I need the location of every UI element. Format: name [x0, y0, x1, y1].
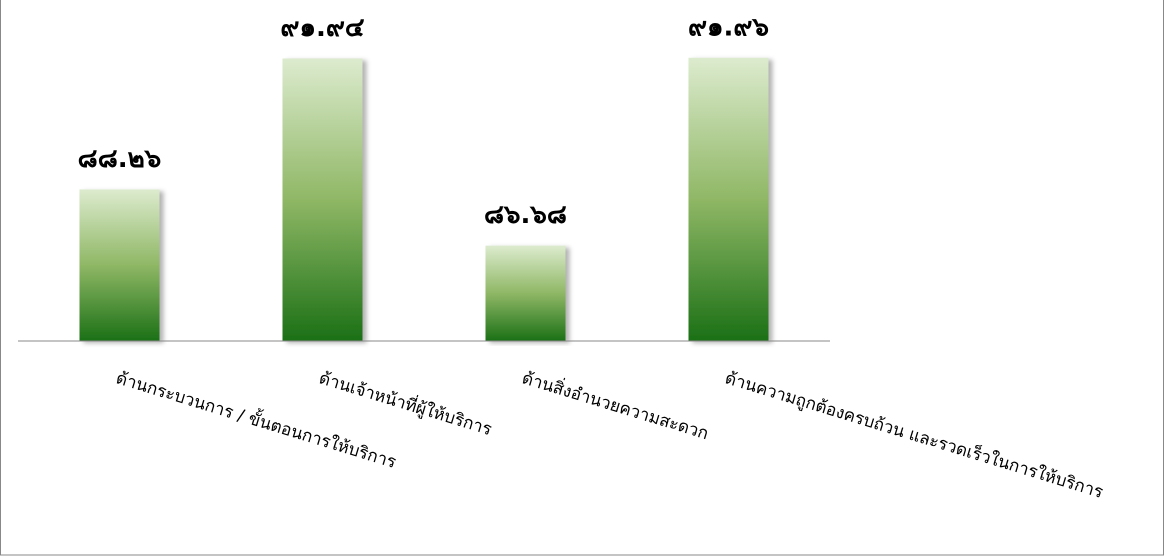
bar: [79, 189, 160, 341]
bar: [485, 245, 566, 341]
value-label: ๘๖.๖๘: [484, 200, 567, 230]
bar: [282, 58, 363, 341]
value-label: ๙๑.๙๖: [688, 12, 769, 42]
value-label: ๙๑.๙๔: [280, 13, 364, 43]
bar: [688, 57, 769, 342]
value-label: ๘๘.๒๖: [78, 144, 162, 174]
